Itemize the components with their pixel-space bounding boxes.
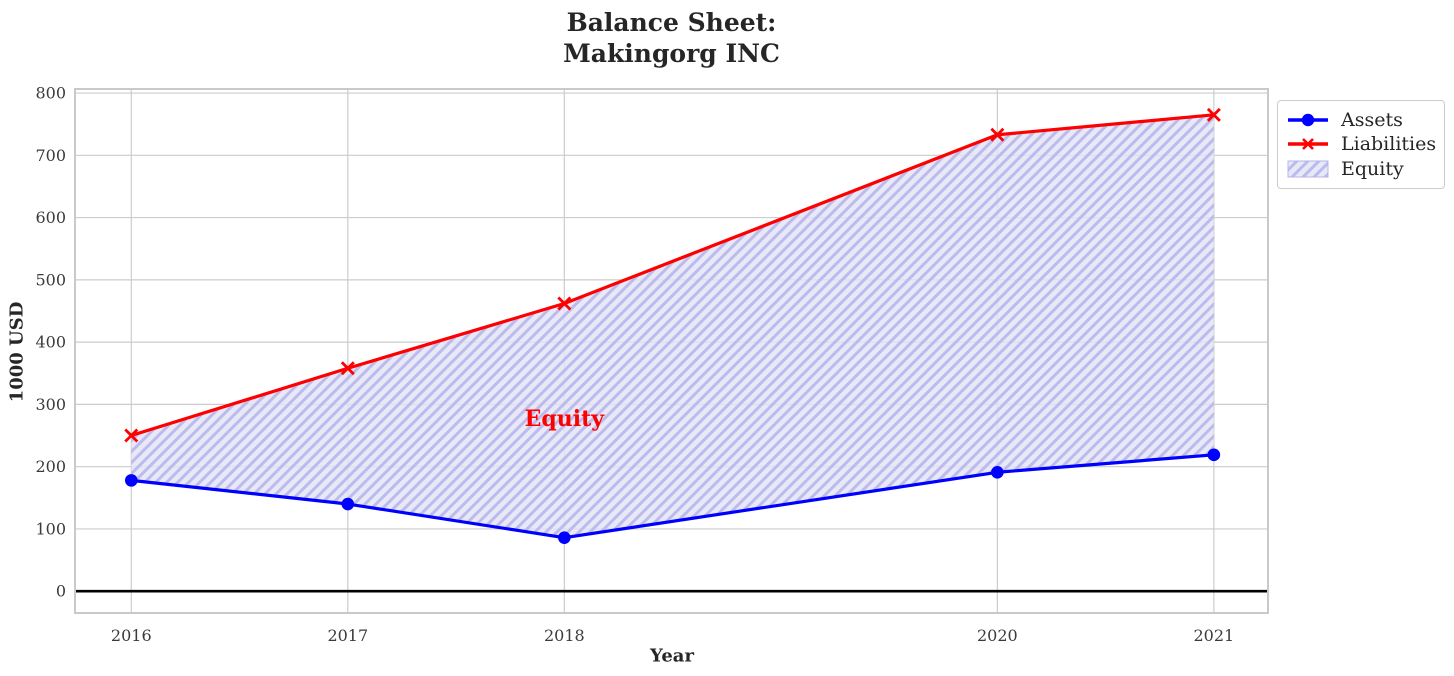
assets-marker [991,465,1004,479]
liabilities-marker [340,361,355,376]
liabilities-marker [557,296,572,311]
y-tick-label: 600 [35,208,66,227]
plot-frame [74,88,1269,614]
legend-label-equity: Equity [1341,157,1404,180]
legend-item-equity: Equity [1287,157,1435,181]
assets-marker [124,474,138,487]
legend-item-liabilities: Liabilities [1287,132,1437,156]
y-tick-label: 700 [35,146,66,165]
y-axis-label: 1000 USD [6,301,28,403]
chart-title-line1: Balance Sheet: [566,8,777,37]
axes-frame [74,88,1269,614]
chart-title: Balance Sheet: Makingorg INC [75,7,1268,69]
x-tick-label: 2016 [111,626,152,645]
y-tick-label: 100 [35,519,66,538]
y-tick-label: 200 [35,457,66,476]
legend-label-liabilities: Liabilities [1341,133,1437,156]
equity-annotation: Equity [524,406,605,433]
equity-hatch-swatch [1287,160,1329,178]
liabilities-marker [1206,107,1221,122]
y-tick-label: 400 [35,333,66,352]
assets-marker [558,531,571,544]
assets-line-swatch [1287,111,1329,129]
y-tick-label: 500 [35,270,66,289]
data-series [124,107,1221,544]
y-tick-label: 300 [35,395,66,414]
x-tick-label: 2020 [977,626,1018,645]
x-tick-label: 2021 [1194,626,1235,645]
liabilities-line-swatch [1287,135,1329,153]
liabilities-marker [124,428,139,443]
chart-title-line2: Makingorg INC [563,39,780,68]
legend: Assets Liabilities Equity [1277,100,1445,189]
equity-fill-polygon [131,114,1214,538]
legend-label-assets: Assets [1341,109,1403,132]
legend-item-assets: Assets [1287,108,1435,132]
equity-fill-area [131,114,1214,538]
assets-marker [1207,448,1221,462]
assets-marker [341,497,355,511]
y-tick-label: 800 [35,84,66,103]
tick-labels: 0 100 200 300 400 500 600 700 800 2016 2017 2018 202… [35,84,1234,645]
x-tick-label: 2017 [327,626,368,645]
x-tick-label: 2018 [544,626,585,645]
y-tick-label: 0 [56,582,66,601]
liabilities-marker [990,127,1005,142]
x-axis-label: Year [650,645,694,667]
